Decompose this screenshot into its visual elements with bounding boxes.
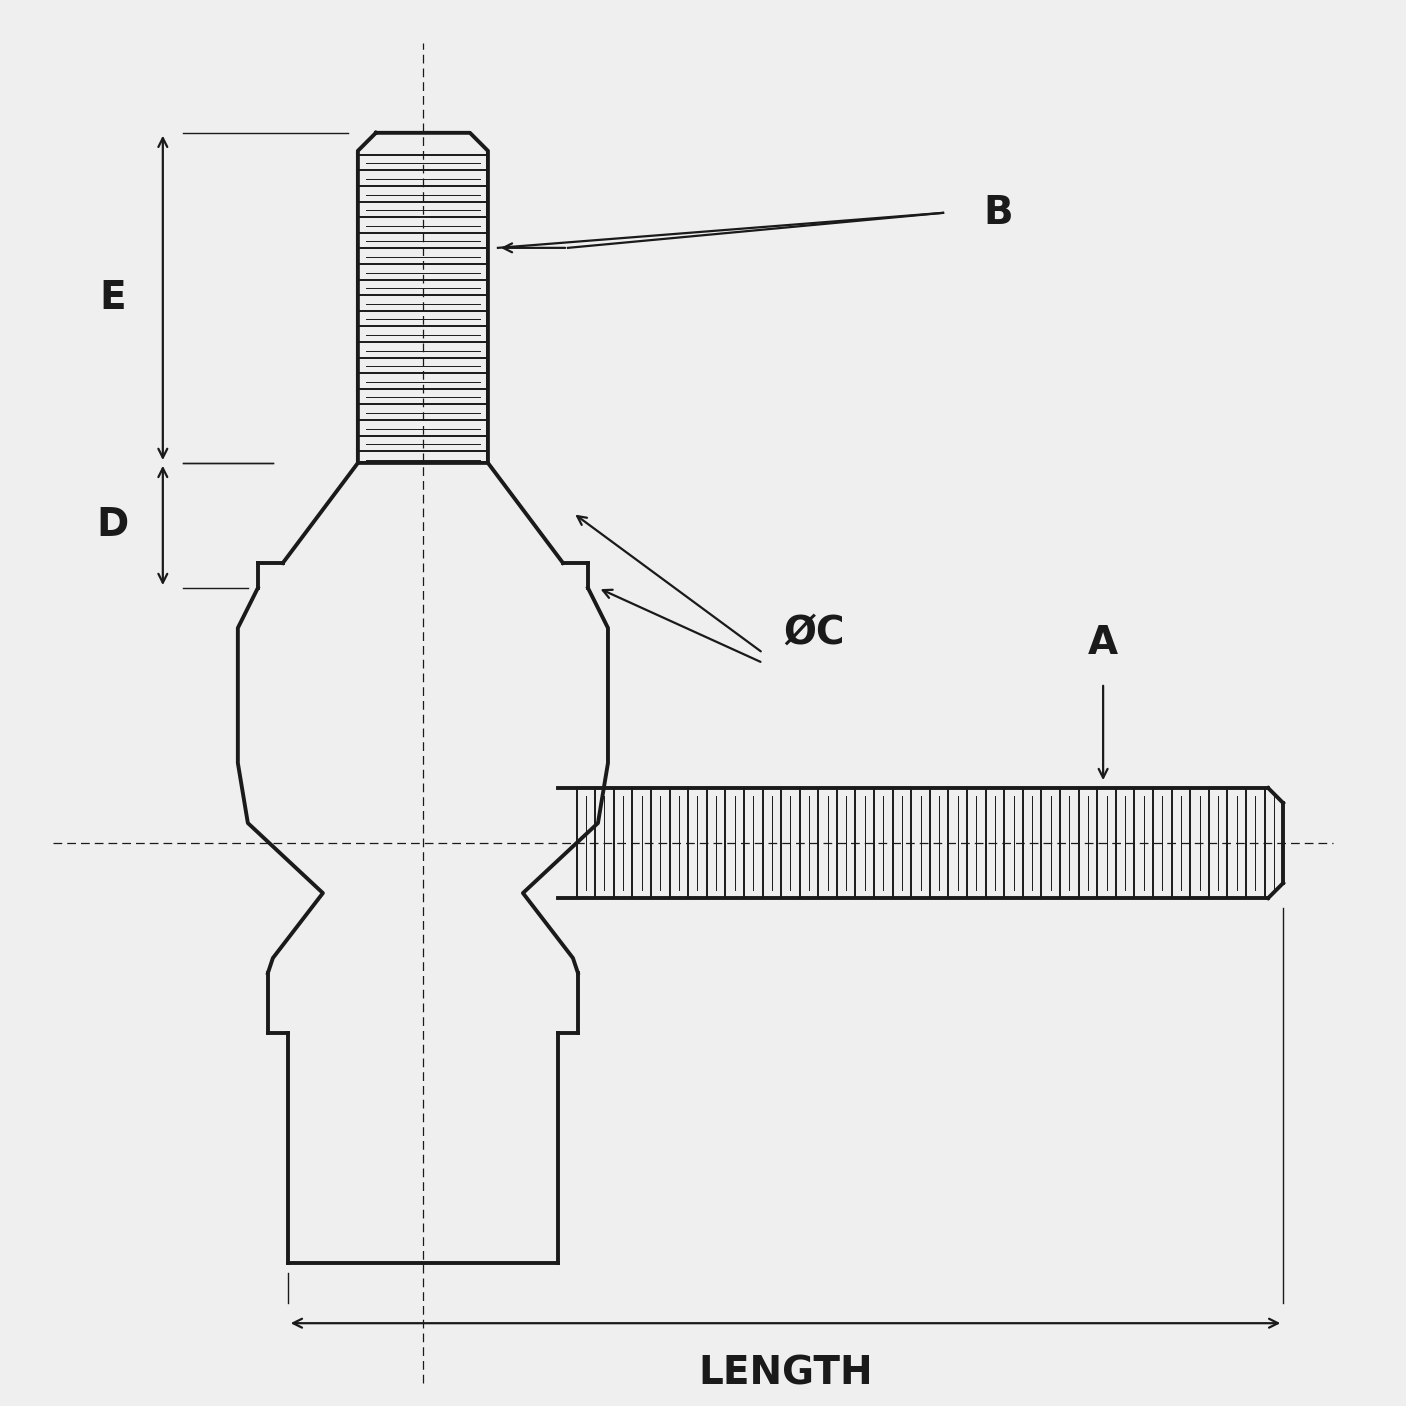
Text: LENGTH: LENGTH	[699, 1354, 873, 1392]
Text: ØC: ØC	[783, 614, 845, 652]
Text: E: E	[100, 278, 127, 316]
Text: B: B	[983, 194, 1012, 232]
Text: A: A	[1088, 624, 1118, 662]
Text: D: D	[97, 506, 129, 544]
